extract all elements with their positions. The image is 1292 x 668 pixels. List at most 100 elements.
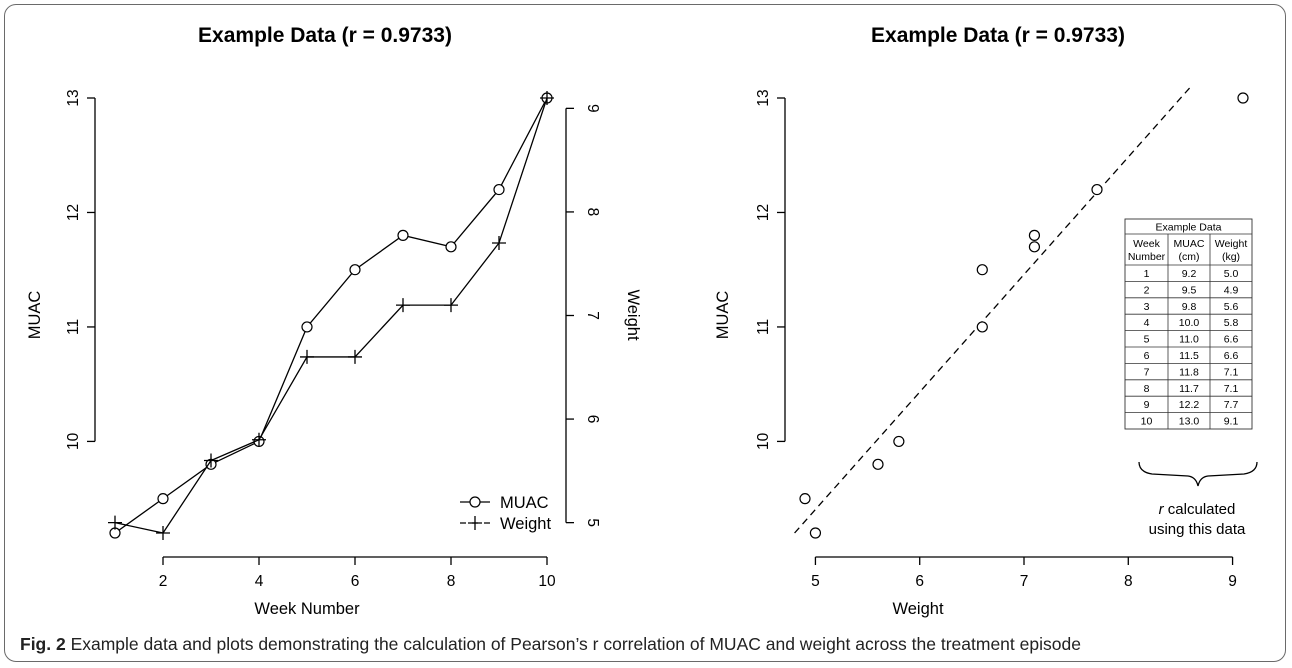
table-header-line-2: (cm) [1179, 251, 1200, 263]
right-y-tick-label: 13 [755, 89, 772, 106]
figure-caption: Fig. 2 Example data and plots demonstrat… [20, 634, 1081, 655]
table-cell: 12.2 [1179, 399, 1200, 411]
muac-point [157, 493, 169, 505]
muac-point [493, 183, 505, 196]
left-y2-tick-label: 9 [584, 104, 601, 113]
table-cell: 9 [1144, 399, 1150, 411]
right-y-tick-label: 11 [755, 319, 772, 335]
legend-weight-label: Weight [500, 515, 551, 533]
caption-label: Fig. 2 [20, 634, 66, 654]
weight-point [252, 432, 266, 447]
annotation-calculated: calculated [1164, 501, 1236, 518]
right-x-tick-label: 5 [811, 573, 820, 590]
caption-text: Example data and plots demonstrating the… [65, 634, 1081, 654]
table-cell: 11.7 [1179, 383, 1199, 395]
table-header-line-1: MUAC [1174, 238, 1205, 250]
left-x-tick-label: 8 [447, 573, 456, 590]
right-x-axis-label: Weight [892, 600, 943, 618]
series-line-weight [114, 97, 548, 534]
left-y2-tick-label: 5 [584, 518, 601, 527]
table-cell: 5 [1144, 334, 1150, 346]
weight-point [396, 298, 410, 313]
left-y-tick-label: 12 [65, 204, 82, 221]
scatter-point [976, 264, 988, 276]
scatter-point [799, 493, 811, 505]
right-chart-title: Example Data (r = 0.9733) [871, 24, 1125, 47]
table-cell: 7.1 [1224, 366, 1239, 378]
left-y-axis-label: MUAC [26, 291, 44, 340]
left-y-tick-label: 10 [65, 432, 82, 450]
scatter-point [1091, 183, 1103, 196]
legend-muac-label: MUAC [500, 494, 549, 512]
scatter-point [1028, 229, 1041, 241]
right-plot-area: 5 6 7 8 9 10 11 12 13 [755, 86, 1249, 590]
right-x-tick-label: 8 [1124, 573, 1133, 590]
muac-point [397, 229, 409, 241]
scatter-point [872, 458, 884, 470]
left-y-tick-label: 11 [65, 319, 82, 335]
right-x-tick-label: 6 [915, 573, 924, 590]
left-y2-tick-label: 7 [584, 311, 601, 320]
table-cell: 8 [1144, 383, 1150, 395]
table-cell: 7 [1144, 366, 1150, 378]
table-border [1124, 218, 1253, 430]
weight-point [204, 453, 218, 468]
right-x-tick-label: 7 [1020, 573, 1029, 590]
table-cell: 7.7 [1224, 399, 1239, 411]
table-header-line-2: Number [1128, 251, 1166, 263]
left-x-tick-label: 4 [255, 573, 264, 590]
table-header-line-1: Week [1133, 238, 1160, 250]
table-cell: 11.5 [1179, 350, 1199, 362]
annotation-r: r [1159, 501, 1165, 518]
table-cell: 11.8 [1179, 366, 1199, 378]
annotation-line-2: using this data [1149, 521, 1246, 538]
series-line-muac [114, 97, 548, 534]
left-x-tick-label: 10 [538, 573, 556, 590]
table-cell: 9.5 [1182, 284, 1197, 296]
left-x-tick-label: 6 [351, 573, 360, 590]
weight-point [540, 91, 554, 105]
table-cell: 10.0 [1179, 317, 1200, 329]
table-cell: 4.9 [1224, 284, 1239, 296]
right-x-tick-label: 9 [1228, 573, 1237, 590]
scatter-point [809, 527, 822, 539]
weight-point [492, 236, 506, 250]
right-y-tick-label: 12 [755, 204, 772, 221]
table-cell: 5.8 [1224, 317, 1239, 329]
table-cell: 6.6 [1224, 334, 1239, 346]
muac-point [349, 264, 361, 276]
figure-frame [4, 4, 1286, 662]
weight-point [156, 526, 170, 540]
scatter-point [893, 435, 905, 448]
table-cell: 9.8 [1182, 301, 1197, 313]
table-cell: 9.2 [1182, 268, 1197, 280]
weight-point [348, 349, 362, 364]
table-cell: 2 [1144, 284, 1150, 296]
table-title: Example Data [1156, 222, 1222, 234]
left-chart-title: Example Data (r = 0.9733) [198, 24, 452, 47]
table-cell: 6 [1144, 350, 1150, 362]
right-y-tick-label: 10 [755, 432, 772, 450]
weight-point [300, 349, 314, 364]
table-cell: 9.1 [1224, 416, 1239, 428]
left-y2-tick-label: 8 [584, 208, 601, 217]
table-cell: 5.0 [1224, 268, 1239, 280]
muac-point [301, 321, 313, 333]
table-cell: 3 [1144, 301, 1150, 313]
scatter-point [976, 321, 988, 333]
weight-point [108, 515, 122, 530]
table-cell: 5.6 [1224, 301, 1239, 313]
left-legend: MUAC Weight [460, 494, 551, 533]
legend-muac-marker [469, 496, 481, 508]
muac-point [445, 241, 457, 253]
table-cell: 7.1 [1224, 383, 1239, 395]
table-cell: 11.0 [1179, 334, 1199, 346]
table-cell: 4 [1144, 317, 1150, 329]
right-y-axis-label: MUAC [714, 291, 732, 340]
table-cell: 13.0 [1179, 416, 1200, 428]
table-cell: 10 [1141, 416, 1153, 428]
left-y2-axis-label: Weight [624, 289, 642, 340]
left-y2-tick-label: 6 [584, 415, 601, 424]
